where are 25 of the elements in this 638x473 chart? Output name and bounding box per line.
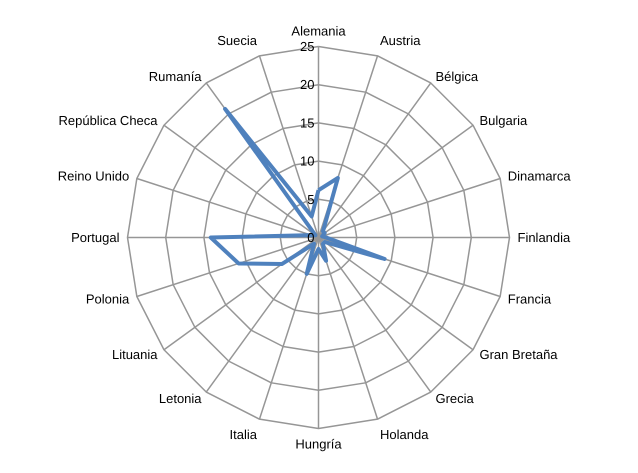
spoke-label: Letonia bbox=[158, 390, 202, 406]
spoke-label: Bélgica bbox=[435, 69, 479, 84]
spoke-label: Suecia bbox=[217, 33, 258, 48]
y-tick-label: 20 bbox=[300, 77, 315, 92]
spoke-label: Alemania bbox=[291, 24, 346, 38]
spoke-label: Portugal bbox=[71, 230, 120, 245]
spoke-label: Gran Bretaña bbox=[479, 346, 558, 362]
spoke-label: Reino Unido bbox=[58, 168, 130, 184]
y-tick-label: 5 bbox=[307, 192, 315, 207]
y-tick-label: 25 bbox=[300, 39, 315, 54]
spoke-label: Polonia bbox=[86, 291, 130, 306]
spoke-label: Rumanía bbox=[148, 69, 202, 84]
spoke-label: Finlandia bbox=[518, 230, 572, 245]
spoke-label: Grecia bbox=[435, 390, 475, 406]
spoke-label: República Checa bbox=[58, 113, 158, 128]
y-tick-label: 10 bbox=[300, 154, 315, 169]
spoke-label: Hungría bbox=[295, 436, 342, 452]
spoke-label: Austria bbox=[380, 33, 422, 48]
spoke-label: Bulgaria bbox=[479, 113, 528, 128]
spoke-label: Dinamarca bbox=[508, 168, 572, 184]
y-tick-label: 15 bbox=[300, 115, 315, 130]
spoke-label: Lituania bbox=[112, 346, 158, 362]
spoke-label: Francia bbox=[508, 291, 552, 306]
spoke-label: Italia bbox=[230, 426, 258, 442]
spoke-label: Holanda bbox=[380, 426, 430, 442]
